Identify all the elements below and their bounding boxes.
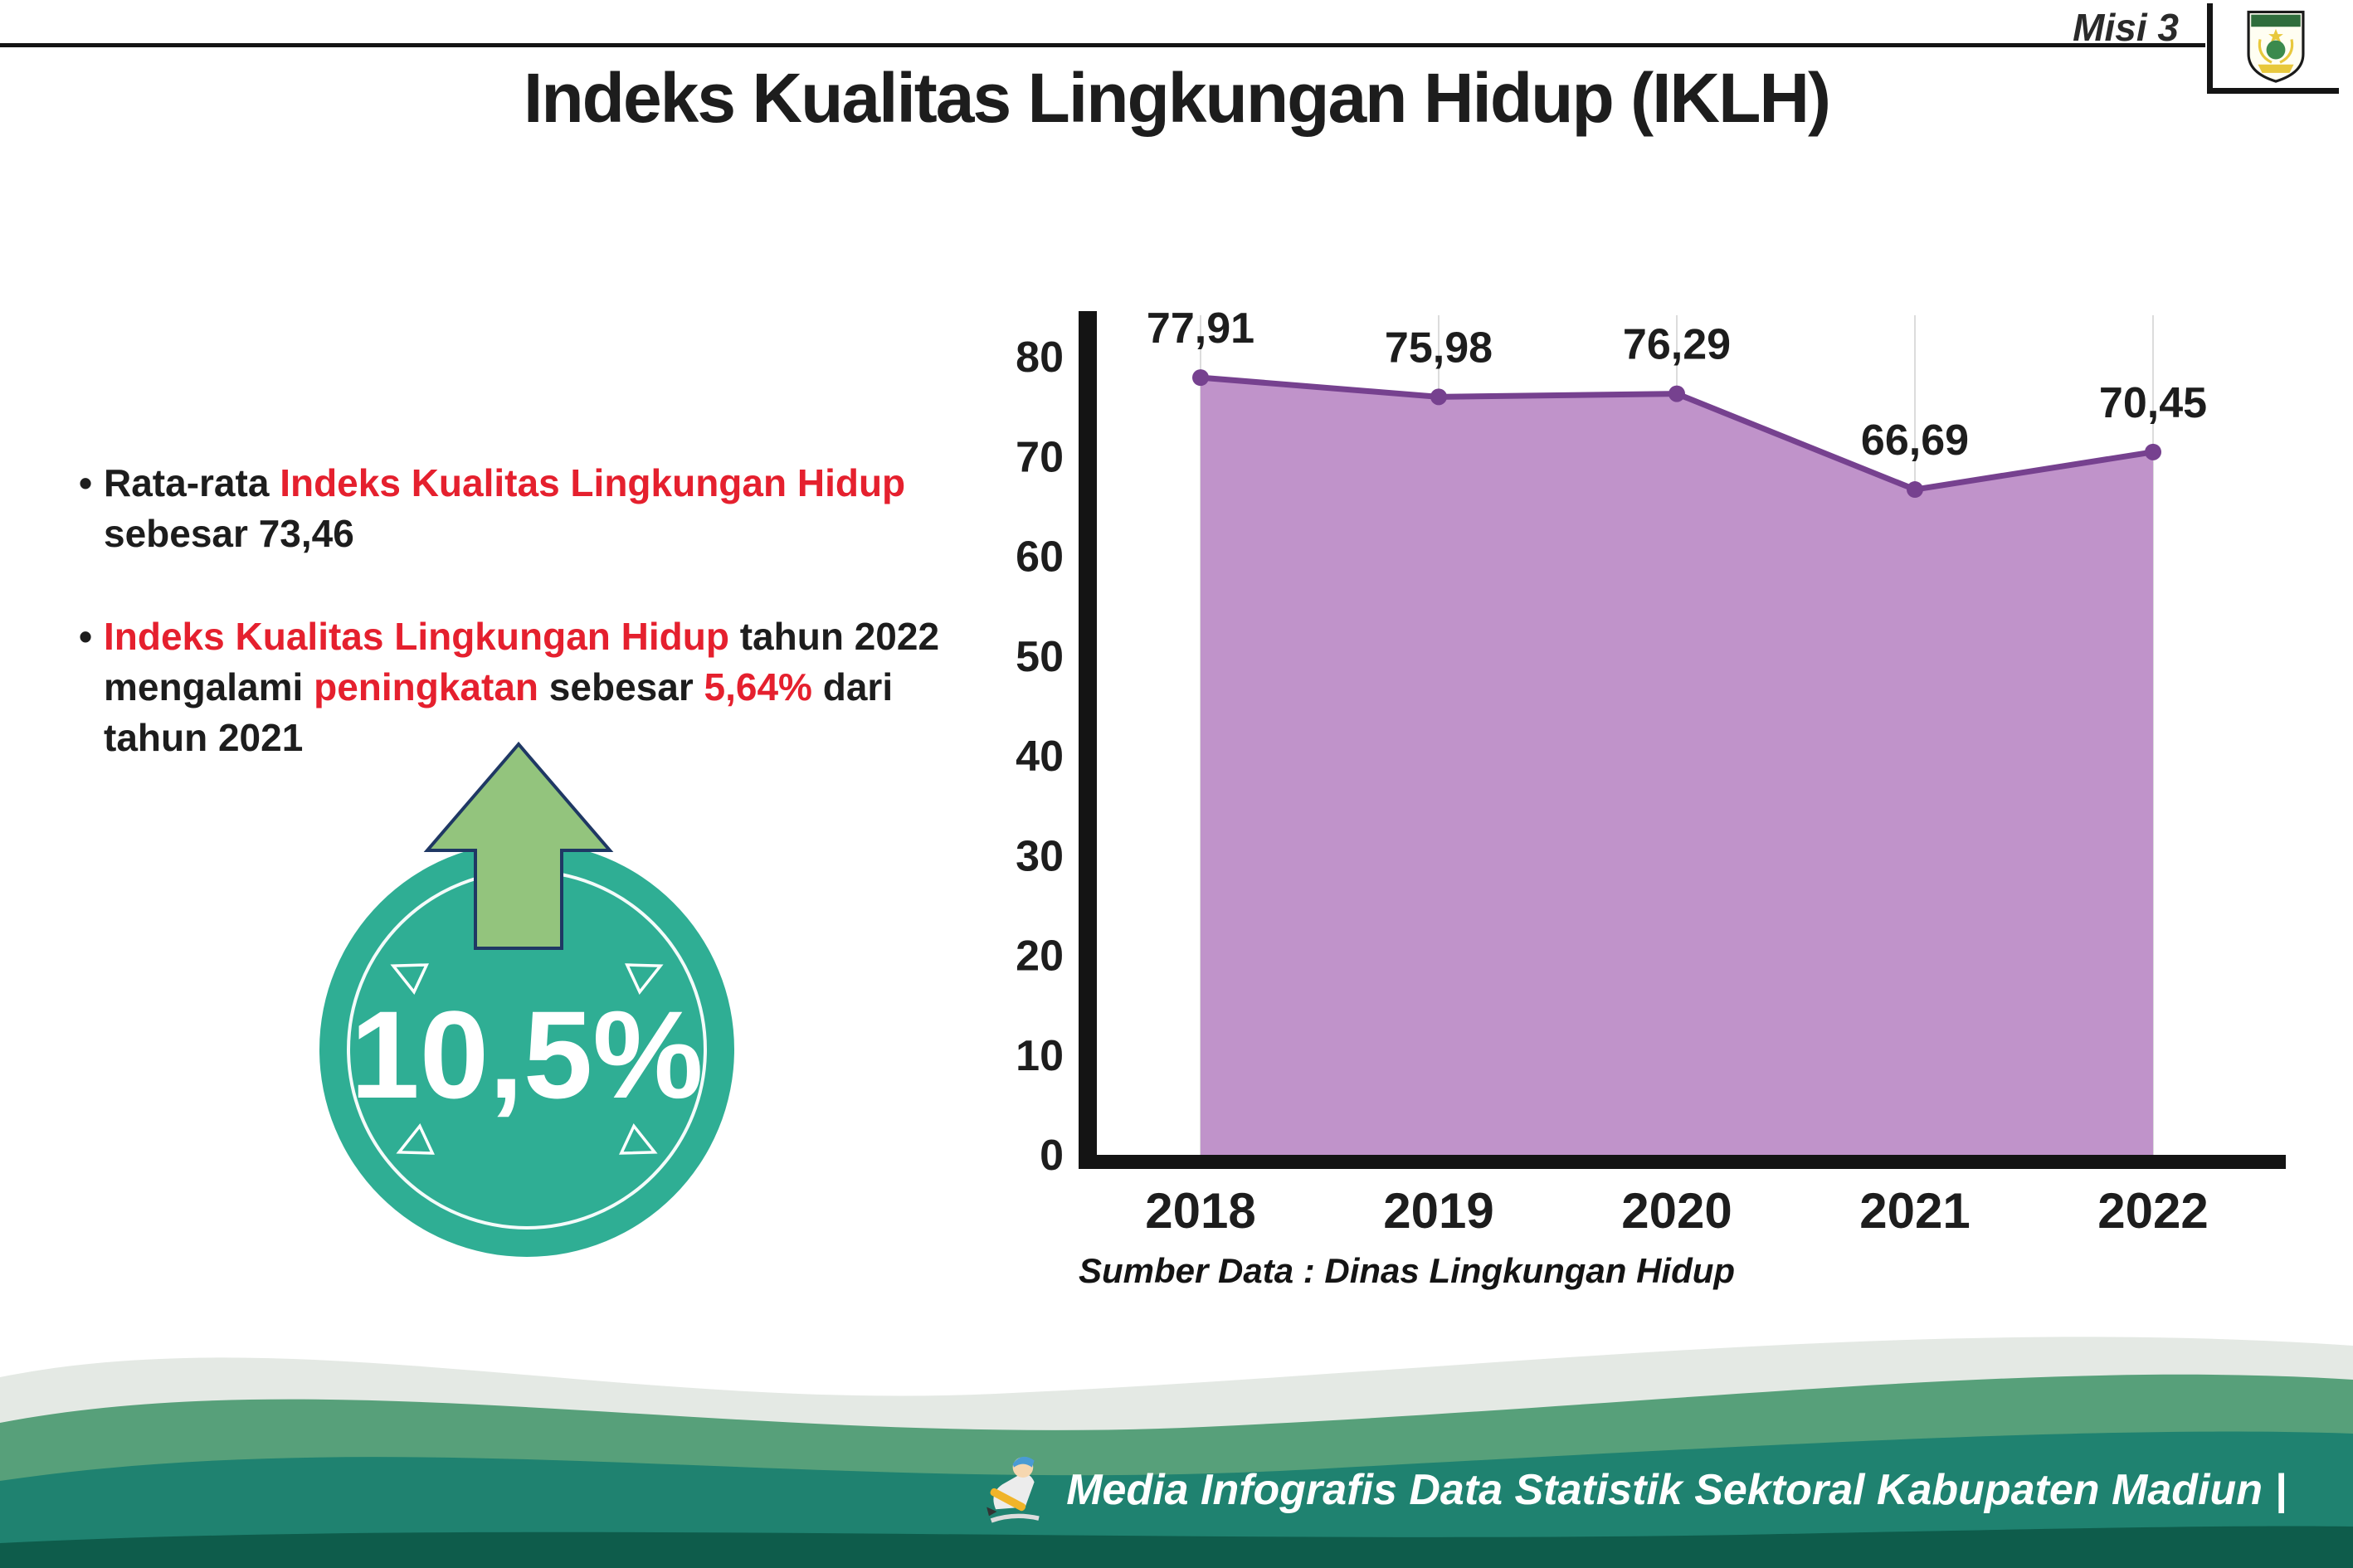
chart-area xyxy=(1201,377,2153,1155)
top-divider xyxy=(0,43,2205,47)
triangle-tick-icon xyxy=(625,963,664,995)
triangle-tick-icon xyxy=(396,1123,435,1155)
mascot-cap xyxy=(1012,1456,1035,1468)
chart-source: Sumber Data : Dinas Lingkungan Hidup xyxy=(1079,1251,1736,1290)
y-tick-label: 10 xyxy=(1016,1032,1064,1080)
note-segment: Rata-rata xyxy=(104,461,280,504)
increase-badge: 10,5% xyxy=(270,726,784,1273)
x-tick-label: 2021 xyxy=(1859,1183,1970,1239)
mascot-pencil-tip xyxy=(987,1507,997,1517)
chart-point xyxy=(1430,388,1447,406)
chart-value-label: 70,45 xyxy=(2099,379,2207,427)
logo-star-icon xyxy=(2268,28,2283,43)
chart-value-label: 75,98 xyxy=(1385,324,1493,372)
notes-block: • Rata-rata Indeks Kualitas Lingkungan Hi… xyxy=(79,458,975,816)
x-tick-label: 2020 xyxy=(1621,1183,1732,1239)
misi-label: Misi 3 xyxy=(2073,6,2179,49)
logo-wreath-left xyxy=(2258,39,2273,64)
logo-banner xyxy=(2258,64,2294,73)
note-segment: tahun 2022 mengalami xyxy=(104,615,940,709)
chart-value-label: 66,69 xyxy=(1861,416,1969,465)
x-axis xyxy=(1079,1155,2286,1169)
wave-dark xyxy=(0,1526,2353,1568)
chart-point xyxy=(1669,385,1685,402)
logo-frame xyxy=(2207,3,2339,94)
mascot-base xyxy=(990,1513,1040,1523)
note-segment: Indeks Kualitas Lingkungan Hidup xyxy=(280,461,906,504)
y-tick-label: 40 xyxy=(1016,733,1064,781)
logo-top-band xyxy=(2251,14,2301,27)
chart-point xyxy=(1907,481,1923,499)
footer-wave-decoration xyxy=(0,1269,2353,1568)
note-segment: 5,64% xyxy=(704,665,812,709)
y-tick-label: 30 xyxy=(1016,832,1064,880)
y-axis xyxy=(1079,311,1097,1169)
arrow-up-icon xyxy=(423,741,614,950)
iklh-area-chart: 77,91 75,98 76,29 66,69 70,45 0 10 20 30 40 50 60 70… xyxy=(1016,304,2286,1239)
chart-container: 77,91 75,98 76,29 66,69 70,45 0 10 20 30 40 50 60 70… xyxy=(979,265,2340,1311)
x-tick-label: 2018 xyxy=(1145,1183,1255,1239)
triangle-tick-icon xyxy=(619,1123,658,1155)
y-tick-label: 50 xyxy=(1016,633,1064,681)
page-title: Indeks Kualitas Lingkungan Hidup (IKLH) xyxy=(523,59,1831,137)
footer-bar: Media Infografis Data Statistik Sektoral… xyxy=(980,1450,2287,1530)
y-tick-label: 60 xyxy=(1016,533,1064,582)
mascot-pencil xyxy=(990,1488,1026,1512)
note-segment: sebesar xyxy=(538,665,704,709)
note-segment: Indeks Kualitas Lingkungan Hidup xyxy=(104,615,729,659)
note-segment: dari tahun 2021 xyxy=(104,665,894,759)
y-tick-label: 0 xyxy=(1040,1132,1064,1180)
logo-wreath-right xyxy=(2279,39,2294,64)
note-segment: sebesar 73,46 xyxy=(104,511,354,555)
chart-point xyxy=(2145,443,2161,460)
x-tick-label: 2022 xyxy=(2097,1183,2208,1239)
bullet-marker: • xyxy=(79,461,93,504)
bullet-average-iklh: • Rata-rata Indeks Kualitas Lingkungan Hi… xyxy=(79,458,975,558)
bullet-marker: • xyxy=(79,615,93,659)
y-tick-label: 70 xyxy=(1016,433,1064,481)
bullet-increase-2022: • Indeks Kualitas Lingkungan Hidup tahun … xyxy=(79,611,975,762)
footer-credit-text: Media Infografis Data Statistik Sektoral… xyxy=(1066,1466,2287,1514)
chart-value-label: 76,29 xyxy=(1623,321,1731,369)
kabupaten-madiun-logo xyxy=(2247,10,2305,83)
triangle-tick-icon xyxy=(390,963,429,995)
badge-value: 10,5% xyxy=(350,985,703,1124)
y-tick-label: 80 xyxy=(1016,334,1064,382)
chart-point xyxy=(1192,369,1209,387)
mascot-writer-icon xyxy=(987,1456,1040,1523)
y-tick-label: 20 xyxy=(1016,933,1064,981)
logo-center xyxy=(2266,40,2286,60)
note-segment: peningkatan xyxy=(314,665,539,709)
x-tick-label: 2019 xyxy=(1383,1183,1493,1239)
chart-value-label: 77,91 xyxy=(1147,304,1254,353)
